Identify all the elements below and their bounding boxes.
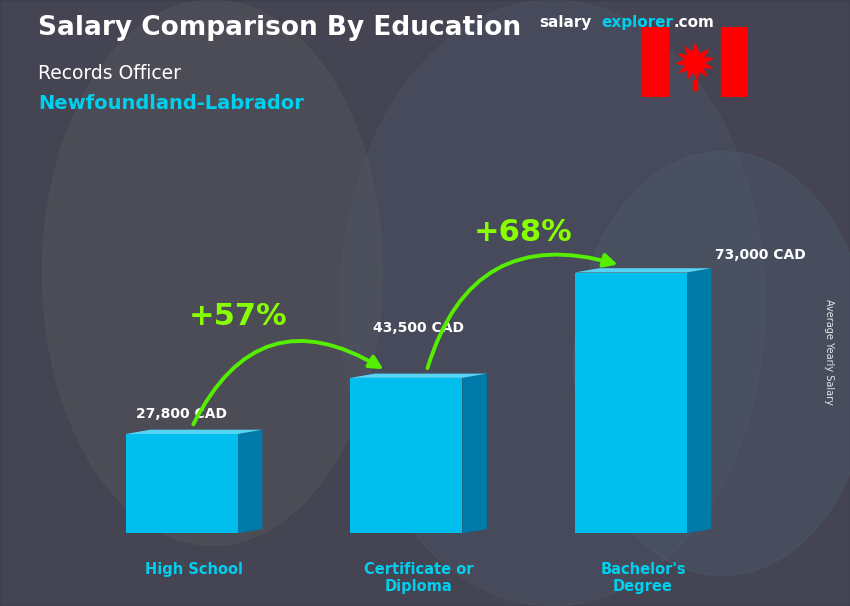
FancyBboxPatch shape xyxy=(350,378,462,533)
Text: Average Yearly Salary: Average Yearly Salary xyxy=(824,299,834,404)
Polygon shape xyxy=(642,27,668,97)
Text: .com: .com xyxy=(673,15,714,30)
Text: Records Officer: Records Officer xyxy=(38,64,181,82)
Text: 73,000 CAD: 73,000 CAD xyxy=(716,248,806,262)
Text: High School: High School xyxy=(145,562,243,577)
Polygon shape xyxy=(722,27,748,97)
Polygon shape xyxy=(677,44,713,80)
Text: Salary Comparison By Education: Salary Comparison By Education xyxy=(38,15,521,41)
Text: +68%: +68% xyxy=(474,218,573,247)
Polygon shape xyxy=(687,268,711,533)
Polygon shape xyxy=(575,268,711,273)
Text: 43,500 CAD: 43,500 CAD xyxy=(373,321,464,335)
Ellipse shape xyxy=(574,152,850,576)
Text: Bachelor's
Degree: Bachelor's Degree xyxy=(600,562,686,594)
FancyBboxPatch shape xyxy=(575,273,687,533)
Polygon shape xyxy=(693,80,697,90)
Text: +57%: +57% xyxy=(189,302,287,331)
Polygon shape xyxy=(462,374,487,533)
Ellipse shape xyxy=(340,0,765,606)
Ellipse shape xyxy=(42,0,382,545)
Text: explorer: explorer xyxy=(601,15,673,30)
Text: salary: salary xyxy=(540,15,592,30)
Polygon shape xyxy=(238,430,263,533)
Text: Newfoundland-Labrador: Newfoundland-Labrador xyxy=(38,94,304,113)
FancyBboxPatch shape xyxy=(126,434,238,533)
Text: Certificate or
Diploma: Certificate or Diploma xyxy=(364,562,473,594)
Text: 27,800 CAD: 27,800 CAD xyxy=(136,407,227,421)
Polygon shape xyxy=(126,430,263,434)
Polygon shape xyxy=(350,374,487,378)
